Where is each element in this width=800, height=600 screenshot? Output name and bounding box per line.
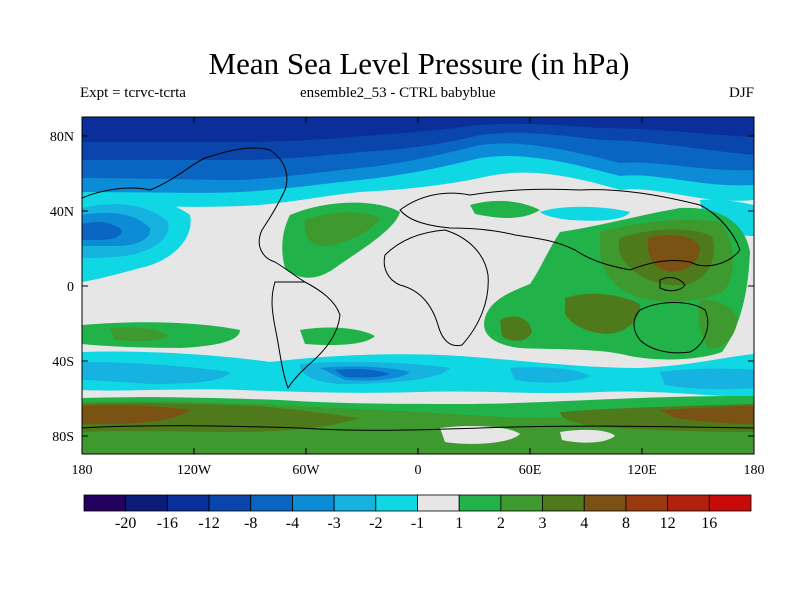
lon-label-60w: 60W <box>292 463 320 478</box>
ensemble-label: ensemble2_53 - CTRL babyblue <box>300 85 496 101</box>
lon-label-120w: 120W <box>177 463 212 478</box>
antarctica-coast <box>82 425 754 431</box>
colorbar-box <box>125 494 168 512</box>
indian-ocean-plus3 <box>565 293 640 334</box>
colorbar-box <box>667 494 710 512</box>
experiment-label: Expt = tcrvc-tcrta <box>80 85 186 101</box>
southwest-pacific-plus2 <box>698 299 738 349</box>
central-asia-minus1 <box>540 206 630 221</box>
antarctic-pacific-plus4 <box>82 405 190 424</box>
colorbar-label: -16 <box>157 515 178 532</box>
lon-label-180w: 180 <box>72 463 93 478</box>
australia-coast <box>633 302 709 354</box>
south-atlantic-plus1 <box>300 327 375 346</box>
colorbar-label: -2 <box>369 515 382 532</box>
colorbar-box <box>500 494 543 512</box>
colorbar-box <box>583 494 627 512</box>
southern-ocean-indian-minus2 <box>510 367 590 383</box>
lon-label-60e: 60E <box>519 463 542 478</box>
season-label: DJF <box>728 85 754 101</box>
colorbar-box <box>250 494 293 512</box>
colorbar-box <box>83 494 127 512</box>
antarctic-gap-east <box>560 429 615 443</box>
lat-label-40s: 40S <box>52 355 74 370</box>
colorbar-label: 16 <box>701 515 717 532</box>
maritime-continent-coast <box>659 277 686 292</box>
arctic-band-minus12 <box>82 117 754 142</box>
colorbar-box <box>708 494 752 512</box>
lat-label-0: 0 <box>67 280 74 295</box>
colorbar-labels: -20 -16 -12 -8 -4 -3 -2 -1 1 2 3 4 8 12 16 <box>115 515 717 532</box>
lon-label-120e: 120E <box>627 463 657 478</box>
asia-pacific-plus4 <box>647 235 700 272</box>
coastlines <box>82 147 754 431</box>
colorbar-box <box>458 494 502 512</box>
colorbar-box <box>333 494 377 512</box>
lat-label-40n: 40N <box>50 205 74 220</box>
map-field <box>82 117 754 454</box>
plot-title: Mean Sea Level Pressure (in hPa) <box>208 46 630 81</box>
colorbar-label: -3 <box>327 515 340 532</box>
lon-label-0: 0 <box>415 463 422 478</box>
colorbar-box <box>292 494 335 512</box>
europe-plus1 <box>470 200 540 218</box>
lat-label-80s: 80S <box>52 430 74 445</box>
colorbar-label: 8 <box>622 515 630 532</box>
colorbar-box <box>166 494 210 512</box>
north-atlantic-plus2 <box>304 212 380 246</box>
colorbar-label: -8 <box>244 515 257 532</box>
lat-label-80n: 80N <box>50 130 74 145</box>
lon-label-180e: 180 <box>744 463 765 478</box>
south-america-coast <box>271 281 341 390</box>
colorbar-box <box>625 494 669 512</box>
eurasia-coast <box>399 188 741 271</box>
madagascar-plus3 <box>500 316 532 341</box>
colorbar-label: -4 <box>286 515 299 532</box>
colorbar-box <box>208 494 252 512</box>
colorbar-label: 12 <box>660 515 676 532</box>
antarctic-east-plus4 <box>660 406 754 424</box>
colorbar-label: 4 <box>580 515 588 532</box>
antarctic-gap <box>440 426 520 444</box>
southern-ocean-atlantic-minus4 <box>335 369 390 378</box>
colorbar-label: -12 <box>198 515 219 532</box>
longitude-ticks <box>81 117 755 454</box>
africa-coast <box>383 229 489 347</box>
north-pacific-minus4 <box>82 222 122 240</box>
colorbar <box>83 494 752 512</box>
colorbar-label: -1 <box>411 515 424 532</box>
north-america-coast <box>82 147 306 283</box>
colorbar-box <box>375 494 418 512</box>
southern-ocean-pacific-minus2 <box>82 362 230 384</box>
colorbar-label: 3 <box>539 515 547 532</box>
colorbar-box <box>542 494 585 512</box>
latitude-ticks <box>82 135 754 437</box>
southern-ocean-east-minus2 <box>660 368 754 390</box>
colorbar-label: -20 <box>115 515 136 532</box>
colorbar-box <box>417 494 460 512</box>
colorbar-label: 1 <box>455 515 463 532</box>
south-pacific-plus2 <box>110 327 168 342</box>
colorbar-label: 2 <box>497 515 505 532</box>
